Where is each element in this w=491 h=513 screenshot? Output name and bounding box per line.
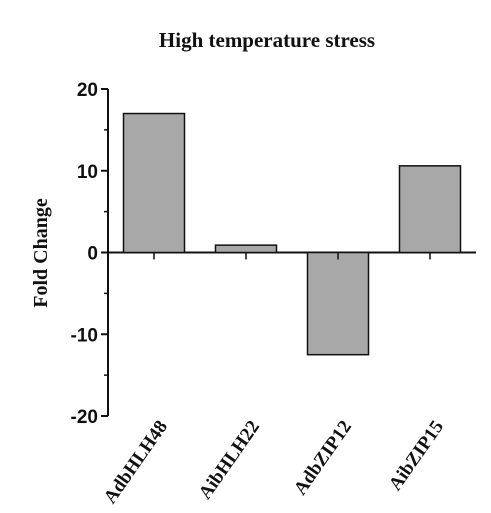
y-tick-label: 0	[87, 244, 98, 265]
bar	[214, 244, 278, 254]
y-tick-label: 20	[77, 80, 98, 101]
x-tick-label: AibZIP15	[385, 417, 448, 495]
x-tick-label: AdbHLH48	[100, 417, 172, 508]
y-tick-label: 10	[77, 162, 98, 183]
y-ticks: 20 10 0 -10 -20	[71, 80, 108, 428]
x-tick-label: AdbZIP12	[290, 417, 356, 499]
bar	[398, 165, 462, 254]
y-axis-label: Fold Change	[30, 198, 52, 308]
x-tick-label: AibHLH22	[195, 417, 264, 503]
chart-title: High temperature stress	[159, 28, 375, 52]
x-ticks: AdbHLH48 AibHLH22 AdbZIP12 AibZIP15	[100, 252, 448, 508]
bars	[122, 112, 462, 356]
y-tick-label: -10	[71, 325, 98, 346]
y-tick-label: -20	[71, 407, 98, 428]
bar	[306, 251, 370, 356]
bar	[122, 112, 186, 254]
